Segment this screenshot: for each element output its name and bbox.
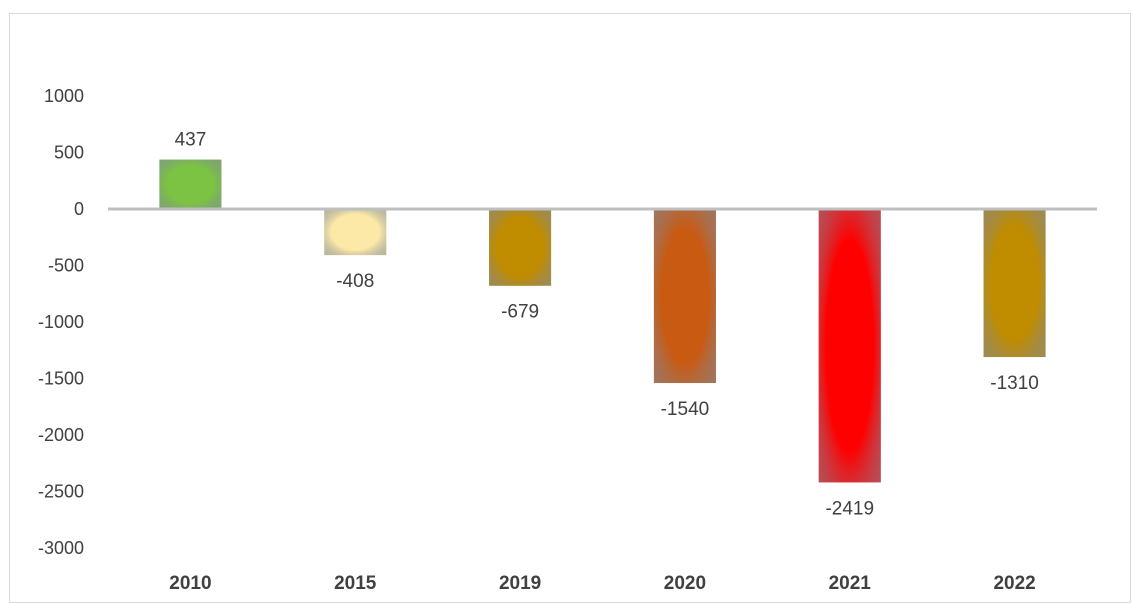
y-tick-label: -1000 [38,312,84,332]
x-category-label: 2019 [499,573,541,592]
x-category-label: 2010 [169,573,211,592]
bar-shading-2019 [489,209,552,286]
data-label: -679 [501,302,539,323]
y-tick-label: 500 [54,143,84,163]
y-tick-label: -500 [48,256,84,276]
y-tick-label: 0 [74,199,84,219]
y-tick-label: -3000 [38,538,84,558]
data-label: -1540 [661,399,710,420]
bar-shading-2022 [983,209,1046,358]
data-label: -408 [336,271,374,292]
x-axis-category-labels: 2010 2015 2019 2020 2021 2022 [169,573,1035,592]
bar-shading-2021 [818,209,881,483]
data-label: -1310 [990,373,1039,394]
chart-frame [9,13,1131,603]
bar-shading-2020 [653,209,716,384]
x-category-label: 2021 [829,573,872,592]
bar-shading-2010 [159,159,222,209]
data-label: 437 [175,130,207,151]
y-axis-tick-labels: 1000 500 0 -500 -1000 -1500 -2000 -2500 -3000 [38,86,84,558]
y-tick-label: -1500 [38,369,84,389]
x-category-label: 2022 [993,573,1035,592]
data-labels-group: 437 -408 -679 -1540 -2419 -1310 [175,130,1039,520]
x-category-label: 2015 [334,573,377,592]
y-tick-label: -2500 [38,482,84,502]
y-tick-label: 1000 [44,86,84,106]
y-tick-label: -2000 [38,425,84,445]
bars-group [159,159,1046,483]
bar-shading-2015 [324,209,387,256]
data-label: -2419 [825,498,874,519]
x-category-label: 2020 [664,573,706,592]
